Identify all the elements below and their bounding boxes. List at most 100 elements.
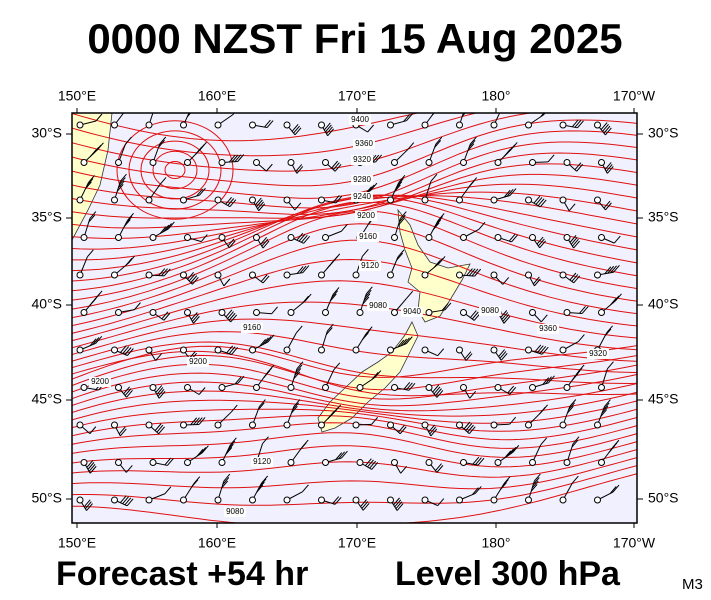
barb-feather xyxy=(548,375,555,384)
barb-feather xyxy=(162,224,170,233)
barb-feather xyxy=(603,125,611,134)
barb-feather xyxy=(432,222,440,230)
barb-feather xyxy=(296,166,304,174)
barb-feather xyxy=(604,162,612,170)
barb-station xyxy=(318,121,325,129)
barb-feather xyxy=(126,390,133,398)
barb-station xyxy=(80,309,88,316)
barb-station xyxy=(149,234,157,241)
contour-label-box xyxy=(241,323,263,333)
barb-feather xyxy=(86,178,94,186)
barb-feather xyxy=(228,312,236,321)
barb-station xyxy=(356,459,364,466)
barb-feather xyxy=(264,336,272,344)
barb-feather xyxy=(187,271,194,280)
barb-feather xyxy=(193,476,201,485)
barb-feather xyxy=(199,187,206,196)
contour-label: 9080 xyxy=(226,507,244,516)
barb-feather xyxy=(88,214,96,223)
barb-feather xyxy=(198,387,206,395)
barb-feather xyxy=(441,303,449,311)
barb-station xyxy=(180,121,187,129)
barb-station xyxy=(559,496,567,504)
barb-station xyxy=(218,459,226,466)
barb-station xyxy=(249,271,256,279)
barb-station xyxy=(80,384,88,391)
barb-feather xyxy=(267,334,275,343)
barb-feather xyxy=(259,338,266,347)
barb-feather xyxy=(256,199,263,208)
barb-feather xyxy=(393,497,400,506)
barb-station xyxy=(249,346,256,354)
barb-feather xyxy=(225,447,233,455)
barb-station xyxy=(421,121,429,129)
barb-feather xyxy=(225,196,232,205)
barb-feather xyxy=(303,235,311,244)
contour-ring xyxy=(152,150,198,190)
lat-label-right: 30°S xyxy=(648,125,679,141)
barb-feather xyxy=(435,463,442,471)
barb-station xyxy=(318,196,325,204)
contour-label: 9160 xyxy=(243,323,261,332)
barb-feather xyxy=(434,140,442,148)
barb-feather xyxy=(375,154,382,163)
barb-feather xyxy=(87,462,95,470)
barb-feather xyxy=(581,306,589,314)
barb-feather xyxy=(364,289,372,298)
barb-feather xyxy=(262,436,269,444)
barb-feather xyxy=(231,154,239,163)
barb-station xyxy=(525,196,532,204)
barb-feather xyxy=(292,402,299,411)
barb-station xyxy=(494,159,502,166)
barb-feather xyxy=(367,184,375,193)
barb-feather xyxy=(202,445,209,453)
barb-feather xyxy=(326,323,334,332)
barb-station xyxy=(559,421,567,429)
contour-ring xyxy=(116,120,234,220)
barb-station xyxy=(115,309,122,316)
contours xyxy=(72,113,637,523)
barb-feather xyxy=(124,106,130,113)
barb-station xyxy=(563,159,571,166)
barb-feather xyxy=(362,296,370,305)
barb-station xyxy=(111,346,118,354)
lon-label-top: 180° xyxy=(482,88,511,104)
barb-feather xyxy=(259,478,267,487)
barb-feather xyxy=(158,268,166,276)
contour-label: 9240 xyxy=(353,192,371,201)
barb-feather xyxy=(89,338,97,347)
barb-feather xyxy=(607,265,615,274)
contour-line xyxy=(72,473,637,523)
barb-feather xyxy=(300,234,308,243)
barb-feather xyxy=(334,497,342,505)
barb-feather xyxy=(604,399,611,407)
barb-feather xyxy=(260,236,268,245)
barb-feather xyxy=(435,136,443,145)
barb-feather xyxy=(405,336,413,344)
barb-station xyxy=(529,384,536,391)
barb-feather xyxy=(223,278,231,287)
barb-station xyxy=(456,121,463,129)
barb-station xyxy=(283,196,291,204)
barb-feather xyxy=(293,371,301,380)
barb-station xyxy=(456,271,463,279)
barb-station xyxy=(184,159,191,166)
barb-station xyxy=(180,421,187,429)
barb-station xyxy=(421,421,429,429)
barb-feather xyxy=(465,423,473,431)
barb-station xyxy=(425,309,433,316)
barb-station xyxy=(214,421,222,429)
barb-station xyxy=(322,309,329,316)
lat-label-left: 30°S xyxy=(31,125,62,141)
barb-feather xyxy=(403,114,410,122)
barb-station xyxy=(318,496,325,504)
barb-feather xyxy=(471,311,479,320)
barb-feather xyxy=(126,103,132,110)
barb-feather xyxy=(156,387,164,395)
barb-feather xyxy=(262,337,269,346)
barb-station xyxy=(253,159,260,166)
contour-label-box xyxy=(479,306,501,316)
barb-feather xyxy=(161,268,168,277)
barb-feather xyxy=(155,385,163,393)
contour-line xyxy=(72,381,637,412)
